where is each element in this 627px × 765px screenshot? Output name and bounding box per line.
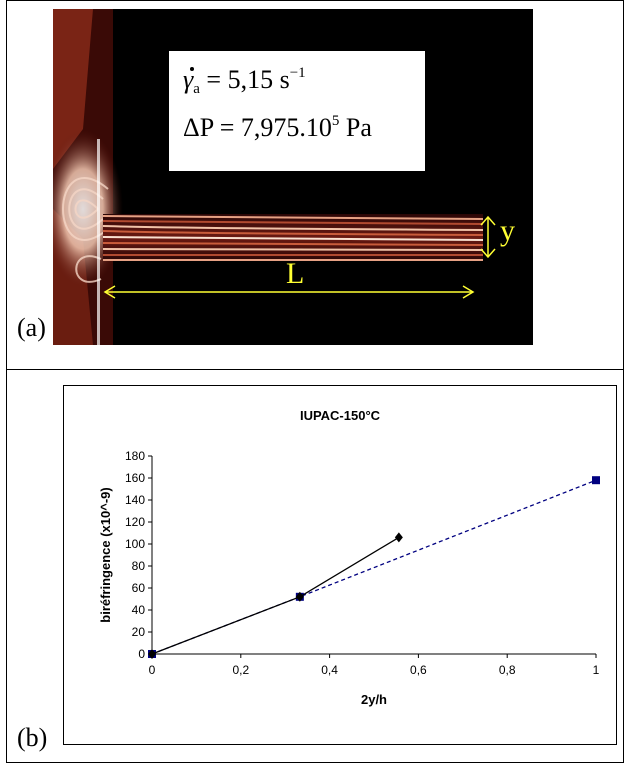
x-tick-label: 0,2 — [232, 663, 249, 677]
shear-rate-formula: γa = 5,15 s−1 — [183, 65, 306, 98]
x-axis-title: 2y/h — [361, 692, 387, 707]
L-dimension-label: L — [286, 257, 305, 290]
series-2-point — [394, 532, 403, 543]
birefringence-photo: γa = 5,15 s−1 ΔP = 7,975.105 Pa y L — [53, 9, 533, 345]
pressure-drop-formula: ΔP = 7,975.105 Pa — [183, 113, 372, 143]
series-1-point — [592, 476, 600, 485]
photo-illustration — [53, 9, 496, 345]
y-tick-label: 80 — [132, 559, 146, 573]
panel-a-tag: (a) — [15, 313, 48, 343]
pressure-drop-unit: Pa — [339, 113, 372, 142]
x-tick-label: 0,6 — [410, 663, 427, 677]
panel-b-tag: (b) — [15, 723, 50, 753]
chart-frame: 0 20 40 60 80 100 120 140 160 180 0 0,2 0,4 0,6 0,8 1 2y… — [63, 385, 617, 745]
chart-title: IUPAC-150°C — [299, 408, 381, 423]
x-tick-label: 1 — [593, 663, 600, 677]
formula-box: γa = 5,15 s−1 ΔP = 7,975.105 Pa — [169, 51, 425, 171]
y-tick-label: 20 — [132, 625, 146, 639]
shear-rate-exponent: −1 — [289, 65, 306, 81]
y-tick-label: 120 — [125, 515, 145, 529]
series-2-line — [151, 536, 400, 655]
row-divider — [7, 369, 623, 370]
y-arrow — [480, 215, 496, 259]
y-axis-title: biréfringence (x10^-9) — [98, 487, 113, 622]
y-tick-label: 0 — [138, 647, 145, 661]
pressure-drop-exponent: 5 — [331, 113, 340, 129]
y-tick-label: 100 — [125, 537, 145, 551]
y-tick-label: 40 — [132, 603, 146, 617]
figure-table: γa = 5,15 s−1 ΔP = 7,975.105 Pa y L (a) … — [6, 0, 624, 763]
series-2-point — [148, 649, 156, 659]
L-arrow — [103, 285, 475, 299]
x-tick-label: 0 — [149, 663, 156, 677]
shear-rate-value: = 5,15 s — [199, 65, 290, 94]
series-2-point — [295, 591, 304, 602]
shear-rate-subscript: a — [193, 81, 200, 97]
y-dimension-label: y — [500, 214, 515, 247]
y-tick-label: 140 — [125, 493, 145, 507]
x-tick-label: 0,8 — [499, 663, 516, 677]
y-tick-label: 160 — [125, 471, 145, 485]
x-tick-label: 0,4 — [321, 663, 338, 677]
y-tick-label: 180 — [125, 449, 145, 463]
gamma-dot-symbol: γ — [183, 65, 195, 94]
pressure-drop-prefix: ΔP = 7,975.10 — [183, 113, 332, 142]
y-tick-label: 60 — [132, 581, 146, 595]
birefringence-chart: 0 20 40 60 80 100 120 140 160 180 0 0,2 0,4 0,6 0,8 1 2y… — [98, 449, 600, 707]
